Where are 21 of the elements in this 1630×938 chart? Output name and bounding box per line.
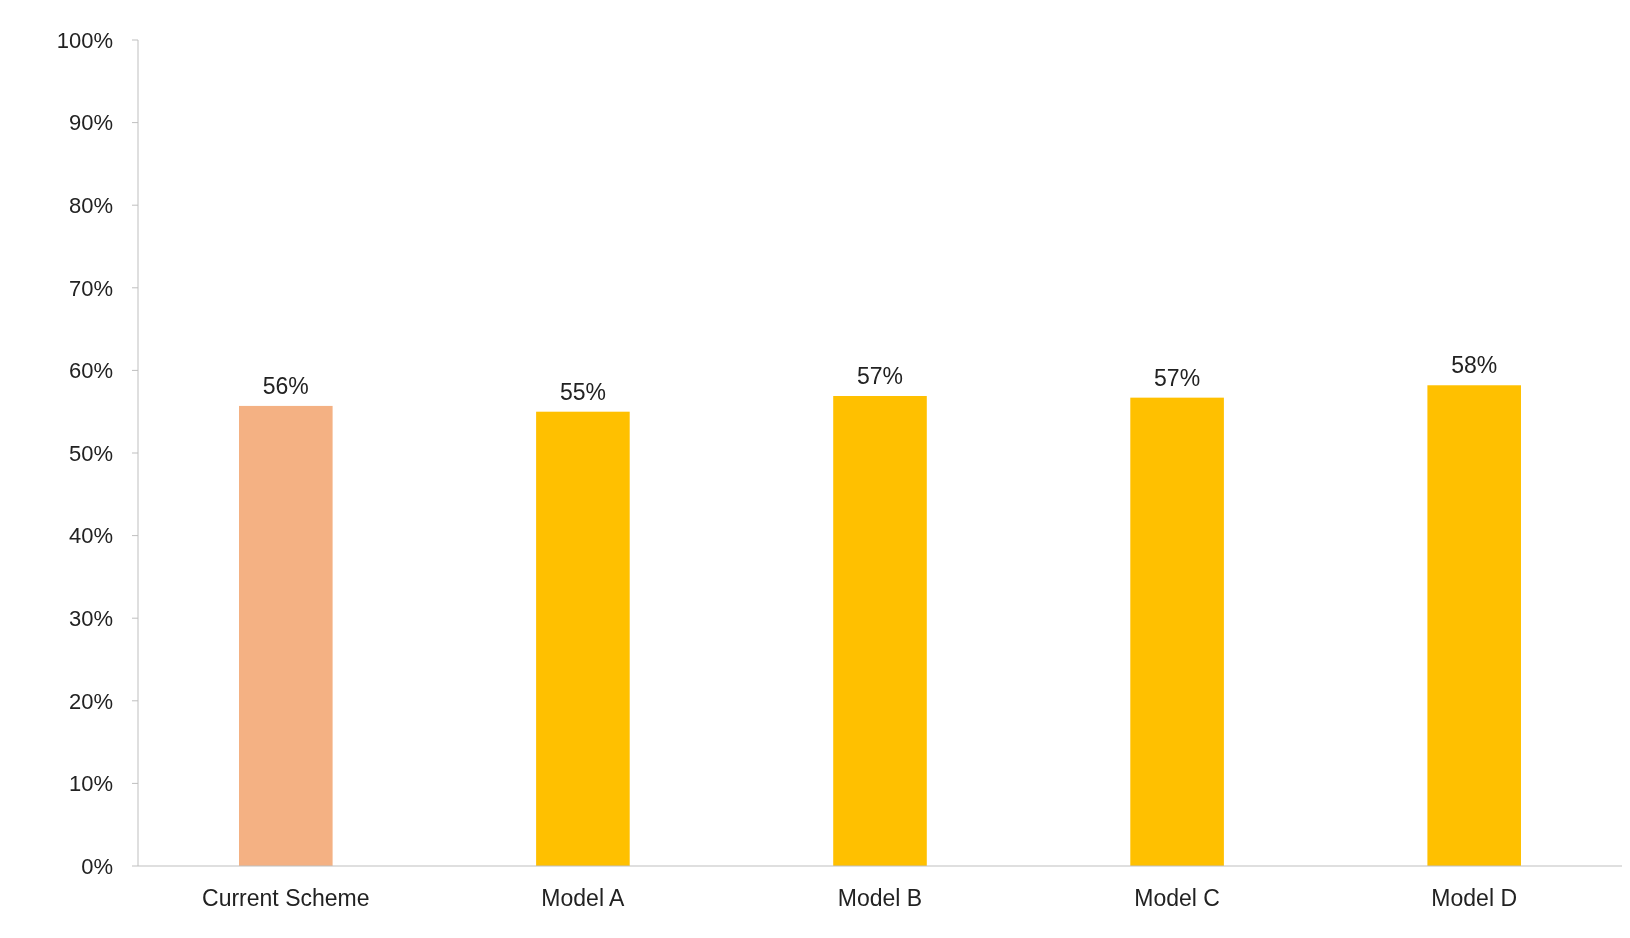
y-tick-label: 10% [68,771,113,797]
y-tick-label: 30% [68,605,113,631]
data-label: 58% [1451,352,1498,379]
y-tick-label: 70% [68,275,113,301]
data-label: 55% [559,378,606,405]
x-tick-label: Model B [837,885,923,911]
y-tick-label: 60% [68,358,113,384]
data-label: 57% [856,363,904,390]
y-tick-label: 50% [68,440,113,466]
x-tick-label: Current Scheme [202,885,370,911]
y-tick-label: 40% [68,523,113,549]
x-tick-label: Model C [1134,885,1220,911]
x-tick-label: Model D [1431,885,1518,911]
y-tick-label: 90% [68,110,113,136]
y-tick-label: 0% [81,853,113,879]
y-tick-label: 100% [56,27,113,53]
y-tick-label: 80% [68,192,113,218]
x-tick-label: Model A [541,885,626,911]
data-label: 57% [1154,364,1201,391]
y-tick-label: 20% [68,688,113,714]
data-label: 56% [262,372,309,399]
